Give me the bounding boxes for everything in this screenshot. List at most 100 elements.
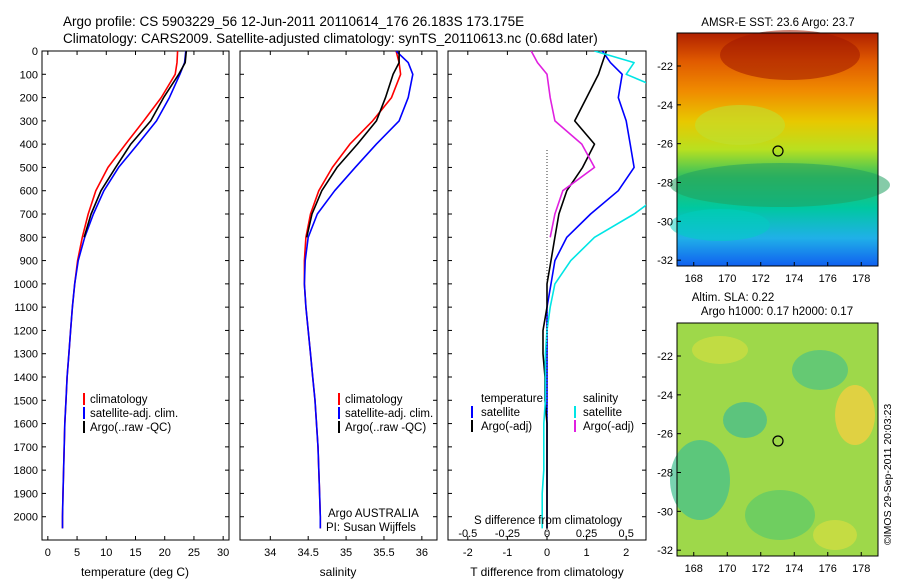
imos-credit: ©IMOS 29-Sep-2011 20:03:23 bbox=[882, 404, 894, 545]
salinity-x-tick-label: 34.5 bbox=[297, 547, 318, 559]
map-y-tick-label: -22 bbox=[657, 351, 673, 363]
header-line-2: Climatology: CARS2009. Satellite-adjuste… bbox=[63, 31, 598, 46]
sst-green-patch bbox=[695, 105, 785, 145]
sla-yellow-patch bbox=[692, 336, 748, 364]
sst-dark-green-band bbox=[670, 163, 890, 207]
map-x-tick-label: 170 bbox=[718, 563, 736, 575]
salinity-series-group bbox=[303, 51, 414, 529]
legend-label-t-argo: Argo(-adj) bbox=[481, 421, 532, 433]
map-y-tick-label: -30 bbox=[657, 506, 673, 518]
temperature-series-line-1 bbox=[61, 51, 187, 529]
sla-map-subtitle: Argo h1000: 0.17 h2000: 0.17 bbox=[701, 306, 853, 318]
difference-series-line-2 bbox=[541, 51, 646, 529]
depth-tick-label: 600 bbox=[20, 186, 38, 198]
s-difference-label: S difference from climatology bbox=[474, 515, 622, 527]
legend-label-argo: Argo(..raw -QC) bbox=[90, 422, 171, 434]
sla-yellow-patch bbox=[835, 385, 875, 445]
legend-label-argo: Argo(..raw -QC) bbox=[345, 422, 426, 434]
depth-tick-label: 1400 bbox=[14, 372, 38, 384]
sst-map-axes: 168 170 172 174 176 178 -22 -24 -26 -28 -30 -32 bbox=[657, 61, 870, 285]
difference-legend: temperature salinity satellite Argo(-adj… bbox=[471, 393, 634, 433]
institution-label: Argo AUSTRALIA bbox=[328, 508, 419, 520]
difference-xlabel: T difference from climatology bbox=[470, 565, 624, 579]
legend-label-t-satellite: satellite bbox=[481, 407, 520, 419]
depth-tick-label: 100 bbox=[20, 69, 38, 81]
sla-yellow-patch bbox=[813, 520, 857, 550]
map-x-tick-label: 178 bbox=[852, 563, 870, 575]
depth-tick-label: 700 bbox=[20, 209, 38, 221]
salinity-series-line-1 bbox=[303, 51, 414, 529]
legend-label-satellite-adj: satellite-adj. clim. bbox=[90, 408, 178, 420]
difference-series-line-0 bbox=[546, 51, 635, 529]
temperature-x-tick-label: 15 bbox=[129, 547, 141, 559]
map-x-tick-label: 172 bbox=[752, 563, 770, 575]
temperature-x-tick-label: 20 bbox=[159, 547, 171, 559]
header-line-1: Argo profile: CS 5903229_56 12-Jun-2011 … bbox=[63, 14, 524, 29]
sla-map: 168 170 172 174 176 178 -22 -24 -26 -28 -30 -32 bbox=[657, 322, 879, 575]
difference-x-tick-label: 0 bbox=[544, 547, 550, 559]
sst-warm-blob bbox=[720, 30, 860, 80]
depth-tick-label: 500 bbox=[20, 162, 38, 174]
depth-tick-label: 1900 bbox=[14, 488, 38, 500]
salinity-series-line-2 bbox=[305, 51, 400, 238]
map-y-tick-label: -32 bbox=[657, 545, 673, 557]
depth-tick-label: 1700 bbox=[14, 442, 38, 454]
temperature-x-tick-label: 25 bbox=[188, 547, 200, 559]
difference-x-tick-label: -2 bbox=[463, 547, 473, 559]
s-diff-tick-label: 0.5 bbox=[619, 528, 634, 540]
temperature-series-line-0 bbox=[61, 51, 179, 529]
depth-tick-label: 1300 bbox=[14, 349, 38, 361]
sla-argo-position-marker bbox=[772, 435, 784, 447]
legend-label-s-argo: Argo(-adj) bbox=[583, 421, 634, 433]
salinity-x-tick-label: 35 bbox=[340, 547, 352, 559]
depth-tick-label: 1100 bbox=[14, 302, 38, 314]
sst-cyan-patch bbox=[670, 209, 770, 241]
difference-x-tick-label: 2 bbox=[623, 547, 629, 559]
map-y-tick-label: -30 bbox=[657, 216, 673, 228]
sla-map-title: Altim. SLA: 0.22 bbox=[692, 292, 774, 304]
s-diff-tick-label: 0.25 bbox=[576, 528, 597, 540]
map-y-tick-label: -26 bbox=[657, 429, 673, 441]
map-x-tick-label: 168 bbox=[685, 273, 703, 285]
temperature-plot-frame bbox=[41, 50, 230, 541]
difference-x-tick-label: 1 bbox=[584, 547, 590, 559]
sla-blue-patch bbox=[723, 402, 767, 438]
map-x-tick-label: 172 bbox=[752, 273, 770, 285]
depth-tick-label: 300 bbox=[20, 116, 38, 128]
legend-head-temperature: temperature bbox=[481, 393, 543, 405]
salinity-x-tick-label: 36 bbox=[416, 547, 428, 559]
legend-head-salinity: salinity bbox=[583, 393, 618, 405]
map-y-tick-label: -22 bbox=[657, 61, 673, 73]
depth-tick-label: 800 bbox=[20, 232, 38, 244]
map-x-tick-label: 174 bbox=[785, 273, 803, 285]
map-y-tick-label: -28 bbox=[657, 178, 673, 190]
temperature-series-line-2 bbox=[83, 51, 188, 238]
depth-tick-label: 1500 bbox=[14, 395, 38, 407]
s-diff-tick-label: -0.25 bbox=[495, 528, 520, 540]
map-x-tick-label: 170 bbox=[718, 273, 736, 285]
map-y-tick-label: -26 bbox=[657, 139, 673, 151]
depth-tick-label: 2000 bbox=[14, 512, 38, 524]
sla-blue-patch bbox=[792, 350, 848, 390]
sla-blue-patch bbox=[670, 440, 730, 520]
difference-series-line-3 bbox=[530, 51, 596, 238]
sst-argo-position-marker bbox=[772, 145, 784, 157]
legend-label-s-satellite: satellite bbox=[583, 407, 622, 419]
depth-tick-label: 400 bbox=[20, 139, 38, 151]
legend-label-satellite-adj: satellite-adj. clim. bbox=[345, 408, 433, 420]
s-diff-tick-label: -0.5 bbox=[458, 528, 477, 540]
map-y-tick-label: -24 bbox=[657, 390, 673, 402]
map-y-tick-label: -28 bbox=[657, 468, 673, 480]
temperature-series-group bbox=[61, 51, 188, 529]
depth-tick-label: 1000 bbox=[14, 279, 38, 291]
map-x-tick-label: 176 bbox=[819, 563, 837, 575]
sla-map-axes: 168 170 172 174 176 178 -22 -24 -26 -28 -30 -32 bbox=[657, 351, 870, 575]
legend-label-climatology: climatology bbox=[90, 394, 148, 406]
map-x-tick-label: 168 bbox=[685, 563, 703, 575]
sst-map: 168 170 172 174 176 178 -22 -24 -26 -28 -30 -32 bbox=[657, 30, 890, 285]
temperature-xlabel: temperature (deg C) bbox=[81, 565, 189, 579]
sla-map-frame bbox=[676, 322, 879, 557]
salinity-xlabel: salinity bbox=[320, 565, 357, 579]
temperature-x-tick-label: 0 bbox=[45, 547, 51, 559]
